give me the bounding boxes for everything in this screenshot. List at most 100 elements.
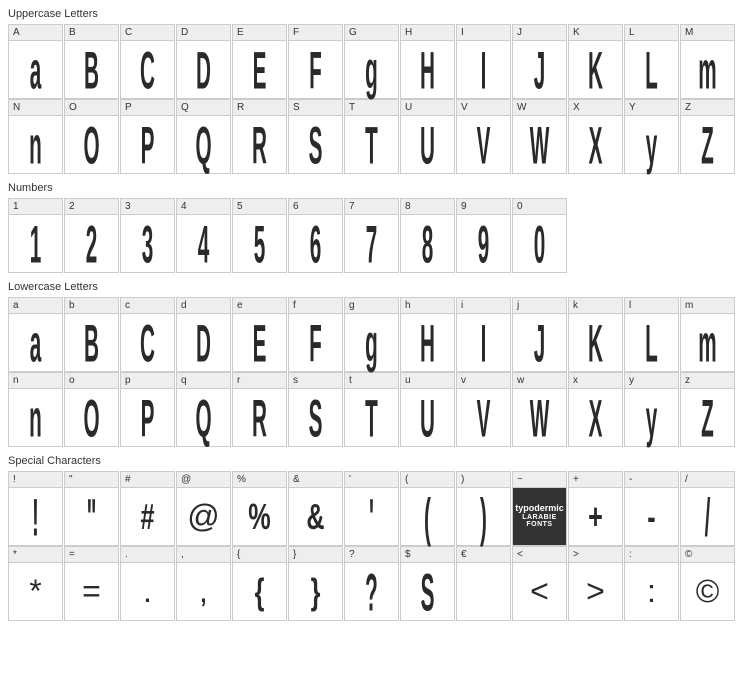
char-box: 88 [400, 198, 455, 273]
char-glyph: . [121, 563, 174, 620]
char-glyph: H [416, 310, 440, 376]
char-row: nnoOpPqQrRsStTuUvVwWxXyyzZ [8, 372, 740, 447]
char-glyph: J [528, 37, 552, 103]
char-glyph: X [584, 385, 608, 451]
char-glyph: ' [360, 484, 384, 550]
char-box: {{ [232, 546, 287, 621]
char-glyph: * [9, 563, 62, 620]
font-character-map: Uppercase LettersAaBBCCDDEEFFGgHHIIJJKKL… [8, 8, 740, 621]
section-title: Special Characters [8, 455, 740, 467]
char-glyph: , [177, 563, 230, 620]
char-glyph: F [304, 310, 328, 376]
char-row: NnOOPPQQRRSSTTUUVVWWXXYyZZ [8, 99, 740, 174]
char-box: ©© [680, 546, 735, 621]
char-glyph: F [304, 37, 328, 103]
char-box: sS [288, 372, 343, 447]
char-box: 22 [64, 198, 119, 273]
char-row: **==..,,{{}}??$S€<<>>::©© [8, 546, 740, 621]
char-glyph: H [416, 37, 440, 103]
char-glyph: ? [360, 559, 384, 625]
char-label: ~ [513, 472, 566, 488]
char-glyph: U [416, 385, 440, 451]
char-label: { [233, 547, 286, 563]
char-glyph: W [528, 112, 552, 178]
char-glyph: a [24, 37, 48, 103]
char-box: vV [456, 372, 511, 447]
char-label: < [513, 547, 566, 563]
char-box: 77 [344, 198, 399, 273]
char-glyph: V [472, 385, 496, 451]
char-label: # [121, 472, 174, 488]
char-box: $S [400, 546, 455, 621]
char-glyph: D [192, 310, 216, 376]
char-glyph: I [472, 310, 496, 376]
char-box: jJ [512, 297, 567, 372]
char-box: dD [176, 297, 231, 372]
char-glyph: E [248, 310, 272, 376]
char-box: !! [8, 471, 63, 546]
char-glyph: y [640, 385, 664, 451]
char-glyph: n [24, 385, 48, 451]
char-glyph: typodermicLARABIE FONTS [513, 488, 566, 545]
char-box: kK [568, 297, 623, 372]
char-box: DD [176, 24, 231, 99]
char-label: = [65, 547, 118, 563]
char-glyph: < [513, 563, 566, 620]
char-box: EE [232, 24, 287, 99]
char-box: ## [120, 471, 175, 546]
char-label: € [457, 547, 510, 563]
char-box: FF [288, 24, 343, 99]
char-box: >> [568, 546, 623, 621]
char-glyph: / [696, 484, 720, 550]
section-title: Lowercase Letters [8, 281, 740, 293]
char-label: © [681, 547, 734, 563]
char-box: RR [232, 99, 287, 174]
char-box: wW [512, 372, 567, 447]
char-glyph: g [360, 37, 384, 103]
char-glyph: 1 [24, 211, 48, 277]
char-glyph: U [416, 112, 440, 178]
char-glyph: 3 [136, 211, 160, 277]
char-glyph: 9 [472, 211, 496, 277]
char-box: 99 [456, 198, 511, 273]
char-box: "" [64, 471, 119, 546]
char-box: Yy [624, 99, 679, 174]
char-glyph: V [472, 112, 496, 178]
char-box: // [680, 471, 735, 546]
char-glyph: @ [177, 488, 230, 545]
char-box: LL [624, 24, 679, 99]
char-glyph: 5 [248, 211, 272, 277]
char-box: oO [64, 372, 119, 447]
char-box: qQ [176, 372, 231, 447]
char-glyph: + [577, 488, 614, 545]
char-box: iI [456, 297, 511, 372]
char-box: xX [568, 372, 623, 447]
char-glyph: n [24, 112, 48, 178]
char-box: bB [64, 297, 119, 372]
char-glyph: K [584, 37, 608, 103]
char-box: ?? [344, 546, 399, 621]
char-row: AaBBCCDDEEFFGgHHIIJJKKLLMm [8, 24, 740, 99]
char-glyph: T [360, 385, 384, 451]
char-box: pP [120, 372, 175, 447]
char-box: Nn [8, 99, 63, 174]
char-glyph: S [304, 385, 328, 451]
char-glyph: 7 [360, 211, 384, 277]
char-box: 33 [120, 198, 175, 273]
char-label: * [9, 547, 62, 563]
char-glyph: R [248, 112, 272, 178]
char-glyph: C [136, 37, 160, 103]
char-box: uU [400, 372, 455, 447]
char-glyph: } [297, 563, 334, 620]
char-glyph: J [528, 310, 552, 376]
char-box: XX [568, 99, 623, 174]
char-row: !!""##@@%%&&''(())~typodermicLARABIE FON… [8, 471, 740, 546]
char-box: ++ [568, 471, 623, 546]
char-box: QQ [176, 99, 231, 174]
char-glyph: 8 [416, 211, 440, 277]
char-box: II [456, 24, 511, 99]
char-box: JJ [512, 24, 567, 99]
char-box: }} [288, 546, 343, 621]
char-label: : [625, 547, 678, 563]
char-box: %% [232, 471, 287, 546]
